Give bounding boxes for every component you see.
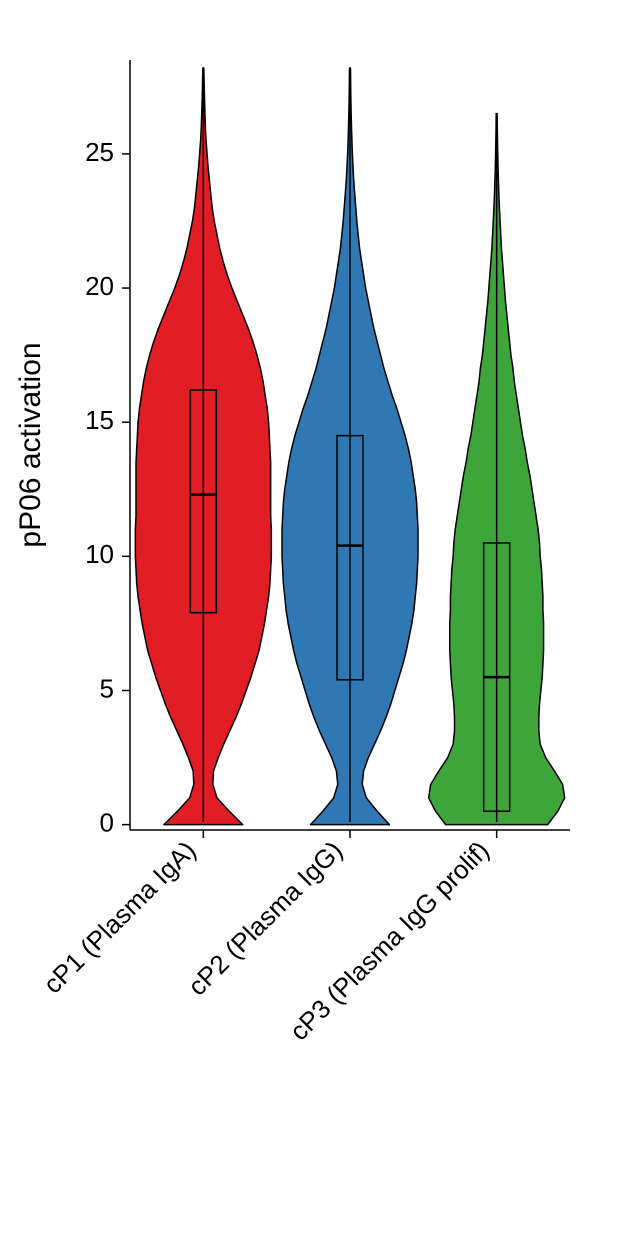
chart-svg: 0510152025cP1 (Plasma IgA)cP2 (Plasma Ig… xyxy=(0,0,625,1250)
y-tick-label: 0 xyxy=(100,808,114,838)
y-axis-label: pP06 activation xyxy=(14,342,47,547)
y-tick-label: 25 xyxy=(85,137,114,167)
violin-chart: 0510152025cP1 (Plasma IgA)cP2 (Plasma Ig… xyxy=(0,0,625,1250)
y-tick-label: 20 xyxy=(85,271,114,301)
y-tick-label: 10 xyxy=(85,539,114,569)
y-tick-label: 5 xyxy=(100,673,114,703)
y-tick-label: 15 xyxy=(85,405,114,435)
